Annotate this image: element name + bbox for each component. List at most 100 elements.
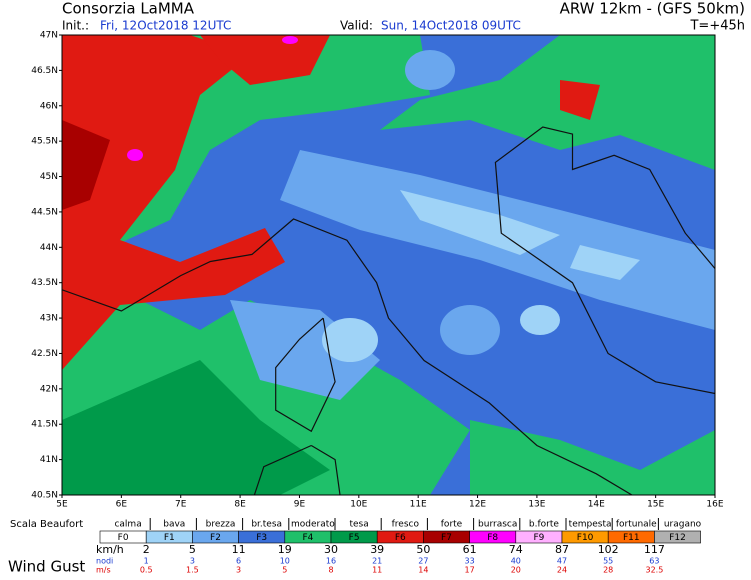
beaufort-box bbox=[654, 530, 701, 544]
kmh-value: 117 bbox=[644, 543, 665, 556]
lon-label: 8E bbox=[234, 500, 246, 510]
lat-label: 47N bbox=[40, 31, 58, 41]
beaufort-code: F3 bbox=[256, 533, 267, 543]
ms-value: 14 bbox=[418, 566, 428, 575]
lat-label: 41N bbox=[40, 455, 58, 465]
scale-label: Scala Beaufort bbox=[10, 519, 83, 530]
init-value: Fri, 12Oct2018 12UTC bbox=[100, 19, 231, 33]
ms-label: m/s bbox=[96, 566, 111, 575]
valid-label: Valid: bbox=[340, 19, 373, 33]
ms-value: 24 bbox=[557, 566, 567, 575]
lat-label: 46N bbox=[40, 101, 58, 111]
beaufort-name: fresco bbox=[392, 520, 420, 530]
beaufort-code: F10 bbox=[577, 533, 594, 543]
ms-value: 3 bbox=[236, 566, 241, 575]
beaufort-name: forte bbox=[441, 520, 463, 530]
lat-label: 42N bbox=[40, 384, 58, 394]
kt-label: nodi bbox=[96, 557, 113, 566]
kmh-value: 50 bbox=[416, 543, 430, 556]
beaufort-code: F4 bbox=[302, 533, 313, 543]
beaufort-name: brezza bbox=[206, 520, 236, 530]
lon-label: 5E bbox=[56, 500, 68, 510]
kt-value: 63 bbox=[649, 557, 659, 566]
lat-label: 43.5N bbox=[31, 278, 58, 288]
kmh-value: 2 bbox=[143, 543, 150, 556]
kmh-value: 74 bbox=[509, 543, 523, 556]
lat-label: 43N bbox=[40, 314, 58, 324]
ms-value: 20 bbox=[511, 566, 521, 575]
beaufort-code: F6 bbox=[395, 533, 406, 543]
kmh-label: km/h bbox=[96, 543, 124, 556]
lat-label: 42.5N bbox=[31, 349, 58, 359]
beaufort-name: burrasca bbox=[478, 520, 517, 530]
ms-value: 32.5 bbox=[645, 566, 663, 575]
beaufort-name: tempesta bbox=[569, 520, 612, 530]
lon-label: 11E bbox=[410, 500, 427, 510]
lon-label: 9E bbox=[294, 500, 306, 510]
kt-value: 1 bbox=[144, 557, 149, 566]
beaufort-name: br.tesa bbox=[251, 520, 282, 530]
lat-label: 46.5N bbox=[31, 66, 58, 76]
ms-value: 5 bbox=[282, 566, 287, 575]
beaufort-code: F7 bbox=[441, 533, 452, 543]
step: T=+45h bbox=[689, 19, 745, 34]
kmh-value: 30 bbox=[324, 543, 338, 556]
lon-label: 16E bbox=[706, 500, 723, 510]
wind-gust: Wind Gust bbox=[8, 558, 85, 576]
lon-label: 7E bbox=[175, 500, 187, 510]
ms-value: 8 bbox=[328, 566, 333, 575]
kmh-value: 102 bbox=[598, 543, 619, 556]
map-frame bbox=[61, 34, 716, 496]
kt-value: 55 bbox=[603, 557, 613, 566]
valid-value: Sun, 14Oct2018 09UTC bbox=[381, 19, 521, 33]
beaufort-name: calma bbox=[114, 520, 141, 530]
kt-value: 33 bbox=[465, 557, 475, 566]
beaufort-code: F11 bbox=[623, 533, 640, 543]
beaufort-code: F1 bbox=[164, 533, 175, 543]
kt-value: 27 bbox=[418, 557, 428, 566]
map bbox=[62, 35, 715, 495]
kt-value: 47 bbox=[557, 557, 567, 566]
kt-value: 6 bbox=[236, 557, 241, 566]
kmh-value: 61 bbox=[463, 543, 477, 556]
ms-value: 11 bbox=[372, 566, 382, 575]
lat-label: 44N bbox=[40, 243, 58, 253]
kt-value: 40 bbox=[511, 557, 521, 566]
ms-value: 0.5 bbox=[140, 566, 153, 575]
lat-label: 45.5N bbox=[31, 137, 58, 147]
lon-label: 13E bbox=[528, 500, 545, 510]
lat-label: 45N bbox=[40, 172, 58, 182]
lon-label: 12E bbox=[469, 500, 486, 510]
beaufort-name: tesa bbox=[349, 520, 368, 530]
kmh-value: 11 bbox=[232, 543, 246, 556]
lat-label: 40.5N bbox=[31, 491, 58, 501]
title: Consorzia LaMMA bbox=[62, 0, 195, 18]
ms-value: 1.5 bbox=[186, 566, 199, 575]
beaufort-code: F8 bbox=[487, 533, 498, 543]
beaufort-code: F2 bbox=[210, 533, 221, 543]
beaufort-name: moderato bbox=[291, 520, 335, 530]
beaufort-name: b.forte bbox=[529, 520, 559, 530]
init-label: Init.: bbox=[62, 19, 89, 33]
beaufort-name: bava bbox=[163, 520, 185, 530]
beaufort-code: F9 bbox=[533, 533, 544, 543]
lat-label: 44.5N bbox=[31, 207, 58, 217]
lon-label: 10E bbox=[350, 500, 367, 510]
kmh-value: 87 bbox=[555, 543, 569, 556]
ms-value: 17 bbox=[465, 566, 475, 575]
kmh-value: 39 bbox=[370, 543, 384, 556]
beaufort-name: uragano bbox=[664, 520, 702, 530]
lon-label: 15E bbox=[647, 500, 664, 510]
lon-label: 6E bbox=[116, 500, 128, 510]
model: ARW 12km - (GFS 50km) bbox=[560, 0, 745, 18]
kt-value: 3 bbox=[190, 557, 195, 566]
kmh-value: 19 bbox=[278, 543, 292, 556]
kmh-value: 5 bbox=[189, 543, 196, 556]
lat-label: 41.5N bbox=[31, 420, 58, 430]
kt-value: 21 bbox=[372, 557, 382, 566]
kt-value: 16 bbox=[326, 557, 336, 566]
kt-value: 10 bbox=[280, 557, 290, 566]
beaufort-name: fortunale bbox=[616, 520, 657, 530]
beaufort-code: F5 bbox=[349, 533, 360, 543]
